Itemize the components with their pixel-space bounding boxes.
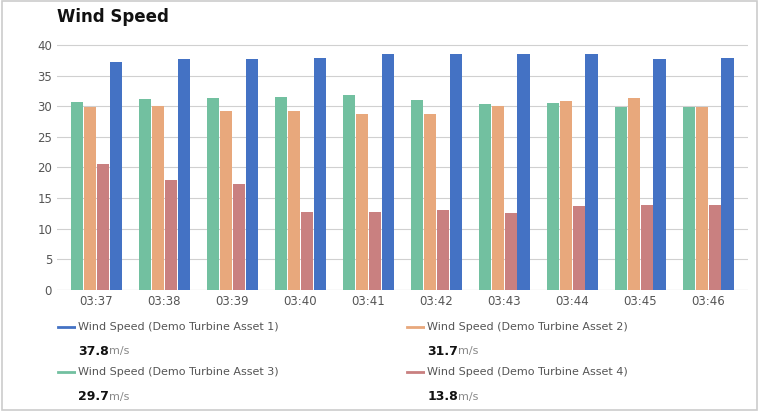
Bar [492,106,504,290]
Text: m/s: m/s [109,346,130,356]
Bar [301,212,313,290]
Bar [424,113,436,290]
Bar [518,54,530,290]
Bar [721,58,734,290]
Bar [682,107,695,290]
Text: Wind Speed (Demo Turbine Asset 3): Wind Speed (Demo Turbine Asset 3) [78,367,279,377]
Text: 13.8: 13.8 [427,390,458,403]
Text: m/s: m/s [458,392,479,402]
Bar [152,106,164,290]
Bar [206,98,219,290]
Bar [436,210,449,290]
Text: Wind Speed (Demo Turbine Asset 2): Wind Speed (Demo Turbine Asset 2) [427,322,628,332]
Bar [219,111,232,290]
Bar [71,102,83,290]
Bar [369,212,381,290]
Bar [585,54,598,290]
Bar [83,108,96,290]
Bar [109,62,122,290]
Bar [546,103,559,290]
Bar [96,164,109,290]
Bar [246,59,258,290]
Text: Wind Speed (Demo Turbine Asset 4): Wind Speed (Demo Turbine Asset 4) [427,367,628,377]
Text: Wind Speed (Demo Turbine Asset 1): Wind Speed (Demo Turbine Asset 1) [78,322,279,332]
Text: 37.8: 37.8 [78,345,109,358]
Bar [275,97,287,290]
Bar [449,54,461,290]
Bar [653,59,666,290]
Bar [165,180,177,290]
Text: 29.7: 29.7 [78,390,109,403]
Bar [505,213,517,290]
Bar [615,108,627,290]
Bar [343,95,355,290]
Bar [479,104,491,290]
Text: Wind Speed: Wind Speed [57,8,168,26]
Text: m/s: m/s [109,392,130,402]
Bar [382,54,394,290]
Bar [233,184,245,290]
Bar [695,108,708,290]
Text: m/s: m/s [458,346,479,356]
Bar [313,58,326,290]
Bar [559,101,572,290]
Bar [641,205,653,290]
Bar [708,205,721,290]
Bar [411,99,423,290]
Text: 31.7: 31.7 [427,345,458,358]
Bar [288,111,300,290]
Bar [356,113,368,290]
Bar [572,206,585,290]
Bar [139,99,151,290]
Bar [178,59,190,290]
Bar [628,98,640,290]
